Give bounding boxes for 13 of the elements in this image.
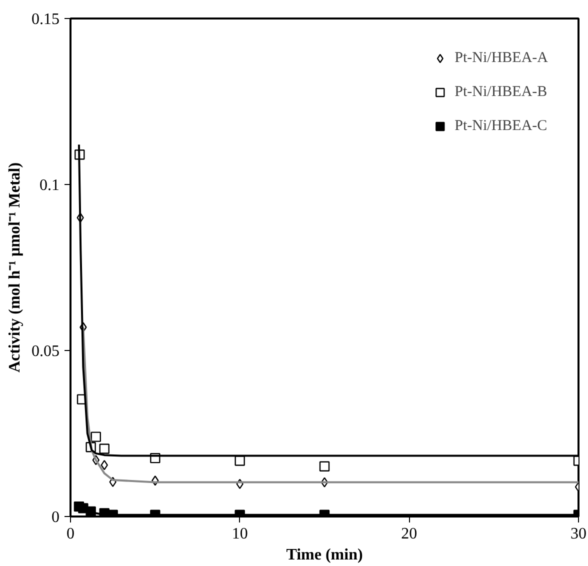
y-axis-title: Activity (mol h⁻¹ µmol⁻¹ Metal): [6, 162, 24, 373]
y-tick-label: 0.15: [32, 11, 60, 28]
y-tick-label: 0.05: [32, 343, 60, 360]
y-tick-label: 0.1: [40, 177, 60, 194]
x-tick-label: 0: [66, 526, 74, 542]
x-axis-title: Time (min): [286, 546, 363, 564]
x-tick-label: 20: [401, 526, 418, 542]
legend-label: Pt-Ni/HBEA-A: [454, 50, 548, 66]
legend-label: Pt-Ni/HBEA-C: [454, 118, 548, 134]
y-tick-label: 0: [52, 509, 60, 526]
legend-label: Pt-Ni/HBEA-B: [454, 84, 548, 100]
x-tick-label: 30: [570, 526, 586, 542]
x-tick-label: 10: [232, 526, 248, 542]
